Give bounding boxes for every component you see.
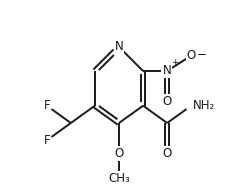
Text: CH₃: CH₃ (108, 172, 130, 185)
Text: +: + (171, 58, 178, 67)
Text: N: N (115, 40, 123, 53)
Text: O: O (163, 147, 172, 160)
Text: N: N (163, 64, 172, 77)
Text: −: − (197, 48, 207, 61)
Text: O: O (187, 49, 196, 62)
Text: O: O (163, 95, 172, 108)
Text: O: O (114, 147, 124, 160)
Text: NH₂: NH₂ (193, 99, 215, 112)
Text: F: F (44, 99, 50, 112)
Text: F: F (44, 134, 50, 147)
